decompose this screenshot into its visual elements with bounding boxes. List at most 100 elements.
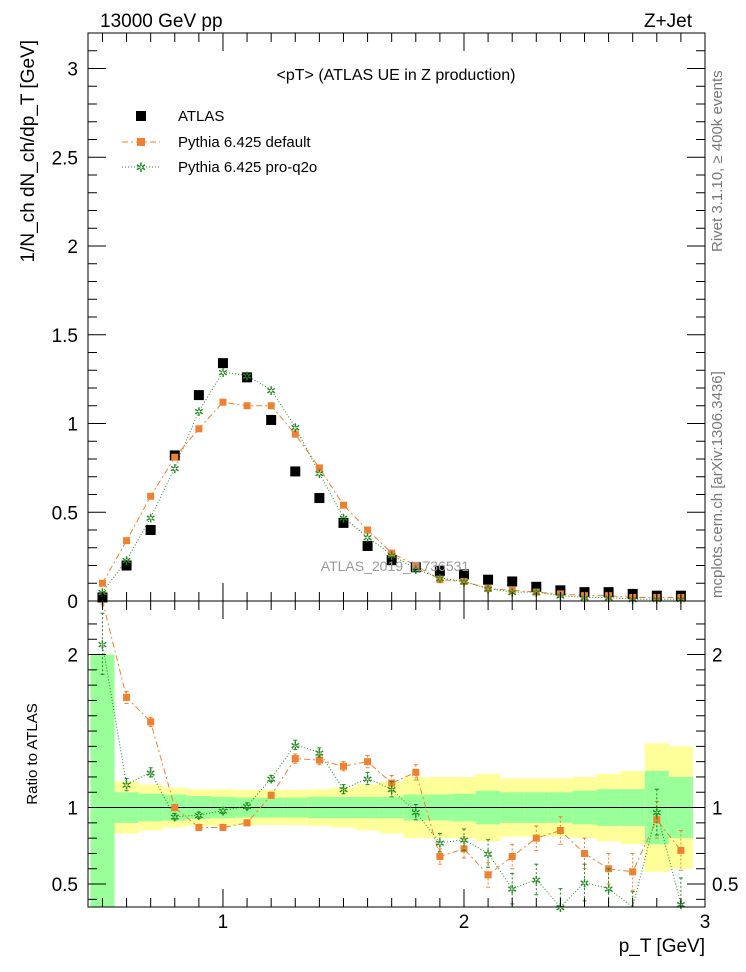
ratio-y-tick-label: 1 [67,799,78,820]
data-point-series-1 [460,577,468,585]
data-point-series-0 [217,358,228,369]
ratio-point-series-1: ✲ [338,783,348,797]
data-point-series-2: ✲ [170,462,180,476]
data-point-series-2: ✲ [314,467,324,481]
legend-label-proq2o: Pythia 6.425 pro-q2o [178,159,317,176]
ratio-point-series-0 [267,791,275,799]
main-y-axis-label: 1/N_ch dN_ch/dp_T [GeV] [18,40,39,263]
ratio-y-axis-label: Ratio to ATLAS [24,703,41,804]
ratio-point-series-1: ✲ [314,746,324,760]
data-point-series-2: ✲ [290,421,300,435]
data-point-series-1 [508,586,516,594]
ratio-y-tick-label: 2 [67,646,78,667]
data-point-series-0 [338,517,349,528]
ratio-point-series-0 [653,816,661,824]
ratio-point-series-1: ✲ [146,766,156,780]
main-y-tick-label: 2 [67,237,78,258]
data-point-series-0 [242,372,253,383]
data-point-series-1 [436,576,444,584]
data-point-series-0 [145,525,156,535]
ratio-point-series-1: ✲ [97,638,107,652]
ratio-point-series-0 [195,823,203,831]
data-point-series-1 [243,402,251,410]
legend-label-atlas: ATLAS [178,108,224,125]
x-tick-label: 1 [218,912,229,933]
data-point-series-0 [507,576,518,587]
data-point-series-2: ✲ [122,554,132,568]
ratio-point-series-0 [556,827,564,834]
ratio-point-series-0 [147,718,155,726]
data-point-series-2: ✲ [242,370,252,384]
ratio-plot-panel: ✲✲✲✲ ✲ ✲ ✲✲✲✲✲✲✲✲✲ ✲✲✲✲✲✲ ✲✲✲ 0.5 0.51 12 21 2 3 R… [24,600,738,957]
ratio-point-series-0 [339,762,347,770]
ratio-point-series-0 [243,819,251,827]
data-point-series-2: ✲ [483,583,493,597]
ratio-point-series-1: ✲ [170,811,180,825]
data-point-series-1 [364,526,372,534]
data-point-series-0 [314,493,325,504]
ratio-point-series-1: ✲ [579,877,589,891]
main-y-tick-label: 0 [67,592,78,613]
data-point-series-1 [219,398,227,406]
ratio-point-series-0 [219,823,227,831]
ratio-point-series-1: ✲ [290,739,300,753]
ratio-point-series-0 [580,849,588,857]
ratio-point-series-1: ✲ [531,873,541,887]
ratio-point-series-1: ✲ [266,772,276,786]
data-point-series-0 [121,560,132,571]
ratio-y-tick-label-right: 1 [712,799,723,820]
ratio-point-series-0 [123,693,131,701]
legend-marker-atlas [136,111,146,121]
x-tick-label: 3 [700,912,711,933]
ratio-point-series-0 [412,768,420,776]
data-point-series-1 [339,501,347,509]
data-point-series-0 [362,540,373,551]
ratio-y-tick-label: 0.5 [52,875,78,896]
ratio-point-series-1: ✲ [652,806,662,820]
ratio-point-series-0 [532,834,540,842]
ratio-point-series-1: ✲ [483,847,493,861]
side-rivet-label: Rivet 3.1.10, ≥ 400k events [709,70,726,252]
main-y-tick-label: 2.5 [52,148,78,169]
ratio-point-series-1: ✲ [194,809,204,823]
ratio-point-series-1: ✲ [604,883,614,897]
data-point-series-0 [458,569,469,580]
data-point-series-0 [290,466,301,477]
data-point-series-2: ✲ [338,512,348,526]
ratio-point-series-0 [315,756,323,764]
data-point-series-0 [555,585,566,596]
x-axis-label: p_T [GeV] [619,936,705,957]
ratio-point-series-0 [508,853,516,861]
data-point-series-1 [171,453,179,461]
ratio-point-series-1: ✲ [435,837,445,851]
legend-label-default: Pythia 6.425 default [178,134,311,151]
ratio-point-series-0 [484,871,492,879]
ratio-point-series-0 [436,853,444,861]
ratio-point-series-0 [291,755,299,763]
data-point-series-2: ✲ [435,572,445,586]
data-point-series-1 [412,562,420,569]
ratio-point-series-0 [677,846,685,854]
ratio-point-series-1: ✲ [242,800,252,814]
data-point-series-2: ✲ [459,575,469,589]
data-point-series-0 [386,555,397,566]
side-mcplots-label: mcplots.cern.ch [arXiv:1306.3436] [709,371,726,598]
ratio-point-series-0 [629,868,637,876]
data-point-series-1 [123,537,131,545]
ratio-point-series-1: ✲ [507,883,517,897]
main-plot-panel: ✲✲✲✲✲✲ ✲✲✲✲✲✲✲✲✲ ✲✲ ✲ ✲ ✲ ✲ ✲ ✲ ✲ ✲ 00.511.522.53 … [18,32,706,613]
ratio-point-series-0 [460,845,468,853]
legend: ATLAS Pythia 6.425 default ✲ Pythia 6.42… [122,108,317,176]
data-point-series-2: ✲ [218,366,228,380]
ratio-point-series-1: ✲ [387,783,397,797]
data-point-series-2: ✲ [411,563,421,577]
data-point-series-1 [98,579,106,587]
ratio-point-series-1: ✲ [218,805,228,819]
data-point-series-0 [193,390,204,401]
main-plot-title: <pT> (ATLAS UE in Z production) [277,67,516,84]
main-y-tick-label: 1.5 [52,326,78,347]
data-point-series-0 [483,574,494,585]
data-point-series-2: ✲ [194,405,204,419]
data-point-series-2: ✲ [266,384,276,398]
header-energy-label: 13000 GeV pp [100,11,223,32]
